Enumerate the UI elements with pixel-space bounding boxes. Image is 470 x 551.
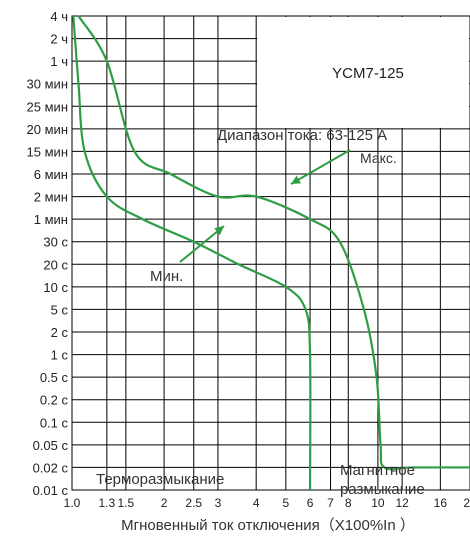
range-label: Диапазон тока: 63-125 А [217,127,387,144]
x-tick-label: 16 [434,496,448,510]
x-tick-label: 7 [327,496,334,510]
y-tick-label: 2 ч [50,32,68,47]
grid [71,15,470,491]
y-tick-label: 1 с [51,348,69,363]
y-tick-label: 1 ч [50,54,68,69]
y-tick-label: 30 мин [27,77,68,92]
y-tick-label: 6 мин [34,167,68,182]
y-tick-label: 0.1 с [40,415,69,430]
y-tick-label: 2 с [51,325,69,340]
y-tick-label: 1 мин [34,212,68,227]
plot-frame [71,15,470,491]
x-tick-label: 12 [395,496,409,510]
chart-title: YCM7-125 [332,65,404,82]
series-line [72,15,312,491]
y-tick-label: 0.02 с [33,460,69,475]
y-tick-label: 2 мин [34,190,68,205]
x-tick-label: 5 [282,496,289,510]
y-tick-label: 5 с [51,302,69,317]
y-tick-label: 4 ч [50,9,68,24]
y-tick-label: 0.05 с [33,438,69,453]
max-arrow-head [291,175,302,184]
min-arrow-head [214,226,224,236]
y-tick-label: 25 мин [27,99,68,114]
y-tick-label: 0.01 с [33,483,69,498]
x-tick-label: 4 [253,496,260,510]
magnetic-label-2: размыкание [340,481,425,498]
y-tick-label: 15 мин [27,144,68,159]
x-tick-label: 1.0 [64,496,81,510]
x-tick-label: 10 [371,496,385,510]
min-label: Мин. [150,268,183,285]
title-box [257,17,469,128]
x-tick-label: 20 [463,496,470,510]
curves [72,15,470,491]
y-tick-label: 20 с [43,257,68,272]
thermal-label: Терморазмыкание [96,471,224,488]
series-line [77,15,470,471]
x-tick-label: 6 [307,496,314,510]
x-axis-label: Мгновенный ток отключения（X100%In ） [121,517,415,534]
max-arrow-shaft [290,149,351,185]
y-tick-label: 10 с [43,280,68,295]
x-tick-label: 1.5 [118,496,135,510]
x-tick-label: 2 [161,496,168,510]
x-tick-label: 3 [215,496,222,510]
y-tick-label: 0.2 с [40,393,69,408]
y-tick-label: 0.5 с [40,370,69,385]
x-tick-label: 8 [345,496,352,510]
x-tick-label: 2.5 [185,496,202,510]
y-tick-label: 30 с [43,235,68,250]
y-tick-label: 20 мин [27,122,68,137]
max-label: Макс. [360,150,397,166]
min-arrow-shaft [179,225,225,263]
x-tick-label: 1.3 [99,496,116,510]
magnetic-label-1: Магнитное [340,462,415,479]
labels: 4 ч 2 ч 1 ч 30 мин 25 мин 20 мин 15 мин 6 мин 2 … [27,9,470,510]
